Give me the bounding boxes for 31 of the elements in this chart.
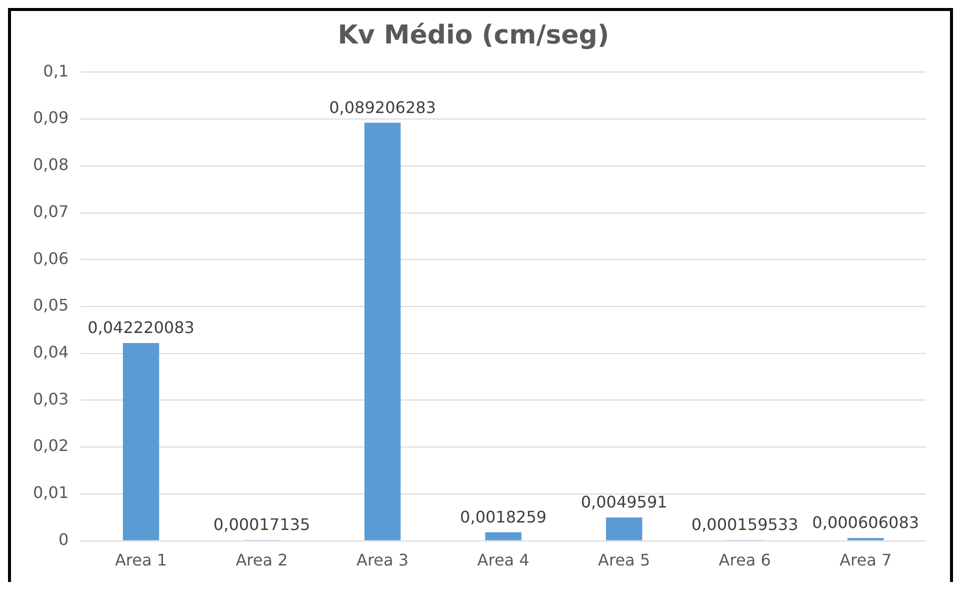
- y-tick-label: 0,03: [33, 389, 69, 408]
- y-tick-label: 0,09: [33, 108, 69, 128]
- data-label: 0,00017135: [213, 515, 310, 534]
- bar: [364, 122, 401, 540]
- bar: [606, 518, 642, 540]
- y-tick-label: 0,04: [33, 342, 69, 362]
- x-tick-label: Area 4: [477, 550, 530, 570]
- x-tick-label: Area 1: [114, 550, 168, 570]
- data-label: 0,000606083: [812, 513, 920, 532]
- x-tick-label: Area 2: [236, 550, 288, 570]
- y-tick-label: 0,02: [33, 436, 69, 456]
- y-tick-label: 0: [58, 530, 69, 549]
- y-tick-label: 0,01: [33, 483, 69, 502]
- y-tick-label: 0,05: [33, 296, 69, 315]
- chart-title: Kv Médio (cm/seg): [338, 20, 610, 50]
- bar: [848, 538, 884, 540]
- bar: [122, 342, 160, 540]
- x-tick-label: Area 7: [840, 550, 892, 570]
- x-tick-label: Area 3: [356, 550, 409, 570]
- y-tick-label: 0,07: [33, 202, 69, 221]
- data-label: 0,0018259: [460, 507, 547, 526]
- x-tick-label: Area 6: [718, 550, 771, 570]
- data-label: 0,042220083: [88, 318, 194, 338]
- data-label: 0,089206283: [329, 98, 436, 117]
- y-tick-label: 0,1: [43, 61, 69, 80]
- y-tick-label: 0,06: [33, 248, 69, 268]
- x-tick-label: Area 5: [598, 550, 650, 570]
- data-label: 0,000159533: [691, 515, 798, 534]
- data-label: 0,0049591: [580, 492, 668, 512]
- y-tick-label: 0,08: [33, 155, 69, 174]
- bar: [485, 532, 522, 540]
